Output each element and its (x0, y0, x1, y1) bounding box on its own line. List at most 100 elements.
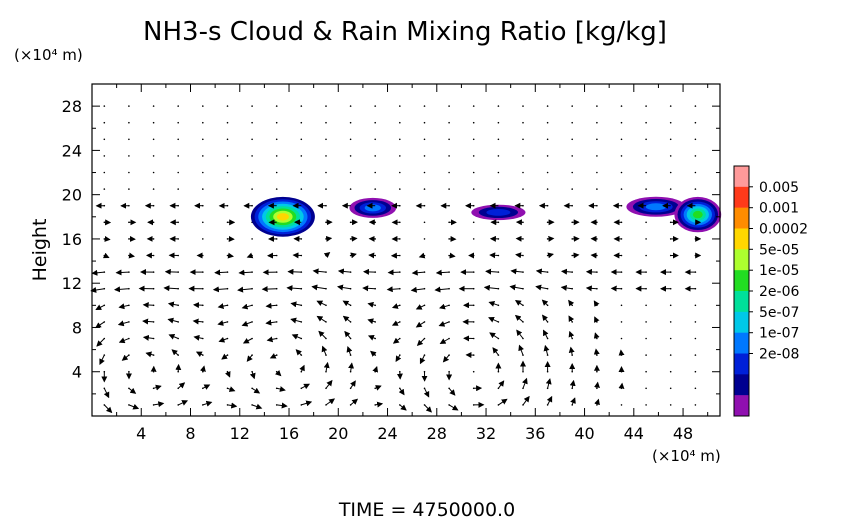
grid-dot (349, 121, 352, 124)
grid-dot (472, 138, 475, 141)
wind-arrow (128, 252, 135, 259)
grid-dot (152, 105, 155, 107)
wind-arrow (594, 398, 600, 406)
x-axis-unit: (×10⁴ m) (652, 447, 721, 465)
wind-arrow (522, 377, 528, 389)
grid-dot (645, 354, 647, 356)
colorbar-swatch (734, 186, 749, 208)
grid-dot (275, 121, 278, 124)
colorbar-swatch (734, 374, 749, 396)
grid-dot (251, 121, 253, 124)
x-tick-label: 20 (328, 424, 348, 443)
wind-arrow (514, 314, 524, 323)
colorbar-swatch (734, 353, 749, 375)
wind-arrow (118, 337, 130, 344)
grid-dot (669, 105, 672, 107)
grid-dot (177, 121, 179, 124)
wind-arrow (227, 386, 236, 392)
grid-dot (226, 171, 229, 174)
wind-arrow (594, 381, 600, 389)
wind-arrow (99, 354, 105, 365)
wind-arrow (241, 320, 253, 327)
grid-dot (571, 188, 573, 190)
grid-dot (448, 155, 450, 157)
wind-arrow (121, 354, 130, 361)
wind-arrow (415, 304, 425, 310)
grid-dot (399, 171, 401, 174)
grid-dot (620, 105, 623, 107)
grid-dot (620, 155, 623, 157)
wind-arrow (387, 269, 400, 276)
wind-arrow (242, 337, 253, 344)
wind-arrow (227, 402, 238, 409)
grid-dot (202, 138, 204, 141)
grid-dot (275, 155, 278, 157)
grid-dot (300, 171, 303, 174)
grid-dot (275, 171, 278, 174)
wind-arrow (177, 400, 189, 406)
colorbar-label: 2e-08 (759, 347, 799, 363)
wind-arrow (227, 252, 234, 259)
grid-dot (596, 121, 598, 124)
colorbar-swatch (734, 228, 749, 250)
grid-dot (103, 105, 106, 107)
wind-arrow (153, 401, 165, 408)
wind-arrow (568, 299, 575, 307)
grid-dot (275, 138, 278, 141)
grid-dot (103, 171, 106, 174)
grid-dot (472, 105, 475, 107)
wind-arrow (515, 252, 524, 259)
wind-arrow (350, 398, 359, 406)
colorbar-label: 2e-06 (759, 284, 799, 300)
grid-dot (669, 171, 672, 174)
grid-dot (374, 138, 377, 141)
wind-arrow (115, 269, 129, 276)
grid-dot (177, 188, 179, 190)
grid-dot (669, 304, 672, 307)
wind-arrow (221, 353, 228, 360)
wind-arrow (398, 388, 405, 396)
wind-arrow (163, 285, 179, 292)
chart-title: NH3-s Cloud & Rain Mixing Ratio [kg/kg] (143, 17, 667, 47)
grid-dot (645, 387, 647, 390)
grid-dot (349, 138, 352, 141)
wind-arrow (395, 354, 402, 363)
wind-arrow (434, 286, 450, 293)
wind-arrow (95, 304, 105, 310)
grid-dot (349, 105, 352, 107)
grid-dot (596, 171, 598, 174)
time-label: TIME = 4750000.0 (338, 499, 515, 519)
y-tick-label: 28 (62, 97, 82, 116)
wind-arrow (168, 334, 179, 340)
wind-arrow (118, 303, 130, 310)
wind-arrow (312, 268, 327, 275)
wind-arrow (199, 365, 206, 372)
wind-arrow (439, 303, 450, 310)
wind-arrow (543, 344, 550, 356)
wind-arrow (117, 320, 130, 327)
wind-arrow (438, 321, 450, 327)
wind-arrow (510, 268, 524, 275)
grid-dot (694, 304, 697, 307)
wind-arrow (251, 387, 261, 394)
wind-arrow (287, 268, 302, 275)
grid-dot (694, 138, 697, 141)
wind-arrow (114, 286, 129, 293)
wind-arrow (488, 317, 499, 323)
grid-dot (596, 188, 598, 190)
x-tick-label: 36 (525, 424, 545, 443)
wind-arrow (153, 384, 162, 391)
wind-arrow (192, 318, 203, 325)
grid-dot (497, 105, 500, 107)
grid-dot (448, 121, 450, 124)
grid-dot (620, 404, 623, 406)
wind-arrow (568, 346, 575, 356)
grid-dot (620, 171, 623, 174)
wind-arrow (547, 235, 555, 242)
colorbar-label: 1e-07 (759, 326, 799, 342)
grid-dot (226, 121, 229, 124)
grid-dot (251, 138, 253, 141)
grid-dot (522, 138, 524, 141)
wind-arrow (561, 268, 573, 275)
wind-arrow (585, 285, 597, 292)
